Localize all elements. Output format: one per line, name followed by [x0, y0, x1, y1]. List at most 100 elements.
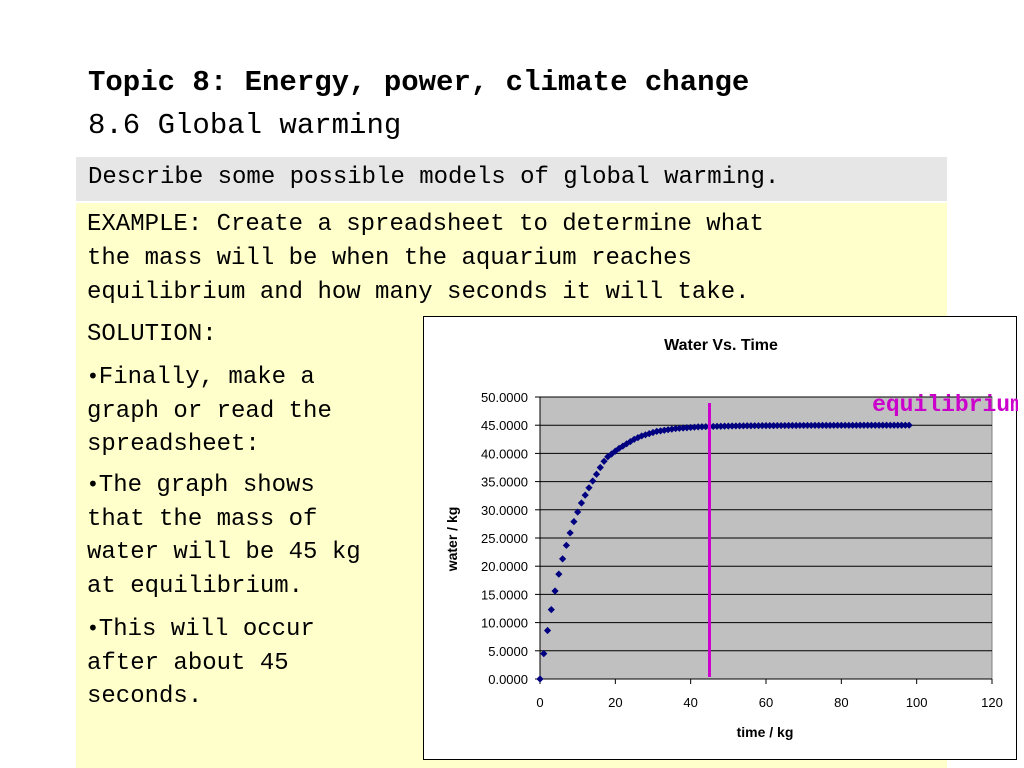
y-axis-label: water / kg	[444, 507, 460, 573]
data-point	[694, 423, 702, 431]
data-point	[679, 424, 687, 432]
data-point	[687, 423, 695, 432]
data-point	[849, 421, 857, 429]
data-point	[709, 422, 717, 431]
data-point	[762, 422, 770, 430]
data-point	[547, 606, 555, 614]
chart-container: Water Vs. Time time / kg water / kg 0.00…	[423, 316, 1018, 760]
data-point	[890, 421, 898, 429]
data-point	[882, 421, 891, 429]
chart-title: Water Vs. Time	[664, 337, 778, 354]
data-point	[796, 421, 804, 430]
x-axis-label: time / kg	[737, 724, 794, 740]
bullet-line: that the mass of	[87, 505, 318, 533]
bullet-item: •Finally, make a graph or read the sprea…	[87, 360, 422, 462]
bullet-line: seconds.	[87, 683, 203, 710]
data-point	[555, 570, 563, 578]
data-point	[792, 421, 800, 430]
bullet-line: spreadsheet:	[87, 431, 260, 458]
slide-title: Topic 8: Energy, power, climate change	[88, 66, 750, 99]
data-point	[766, 421, 774, 430]
example-line: the mass will be when the aquarium reach…	[87, 245, 692, 272]
data-point	[894, 421, 902, 429]
y-tick-label: 0.0000	[488, 672, 528, 687]
data-point	[736, 422, 744, 430]
bullet-line: at equilibrium.	[87, 572, 304, 600]
equilibrium-label: equilibrium	[872, 392, 1018, 418]
data-point	[811, 421, 819, 429]
data-point	[901, 421, 909, 429]
bullet-line: water will be 45 kg	[87, 539, 361, 566]
data-point	[543, 626, 552, 635]
data-point	[875, 421, 883, 429]
y-tick-label: 15.0000	[481, 587, 528, 602]
data-point	[860, 421, 868, 429]
y-tick-label: 25.0000	[481, 531, 528, 546]
data-point	[785, 421, 793, 430]
data-point	[871, 421, 879, 429]
data-point	[660, 426, 668, 434]
bullet-icon: •	[87, 472, 99, 496]
data-point	[540, 650, 548, 658]
example-line: EXAMPLE: Create a spreadsheet to determi…	[87, 211, 764, 238]
x-tick-label: 120	[981, 695, 1003, 710]
data-point	[702, 423, 710, 431]
data-point	[747, 422, 755, 430]
bullet-icon: •	[87, 616, 99, 640]
data-point	[818, 421, 827, 429]
data-point	[536, 675, 544, 683]
data-point	[732, 422, 740, 430]
y-tick-label: 20.0000	[481, 559, 528, 574]
data-point	[777, 421, 785, 430]
data-point	[822, 421, 830, 429]
bullet-item: •The graph shows that the mass of water …	[87, 468, 422, 603]
y-tick-label: 40.0000	[481, 446, 528, 461]
data-point	[781, 421, 789, 430]
data-point	[690, 423, 699, 431]
example-text: EXAMPLE: Create a spreadsheet to determi…	[87, 208, 937, 310]
data-point	[769, 421, 778, 430]
data-point	[886, 421, 894, 429]
data-point	[743, 422, 751, 430]
x-tick-label: 40	[683, 695, 697, 710]
y-tick-label: 30.0000	[481, 503, 528, 518]
solution-label: SOLUTION:	[87, 321, 217, 348]
data-point	[905, 421, 913, 429]
x-tick-label: 60	[759, 695, 773, 710]
bullet-line: This will occur	[98, 616, 315, 643]
data-point	[830, 421, 838, 429]
data-point	[683, 424, 691, 432]
data-point	[837, 421, 845, 429]
data-point	[758, 422, 766, 430]
data-point	[807, 421, 815, 430]
data-point	[841, 421, 849, 429]
data-point	[867, 421, 876, 429]
data-point	[852, 421, 860, 429]
data-point	[800, 421, 808, 430]
bullet-line: The graph shows	[98, 472, 315, 499]
data-point	[728, 422, 736, 430]
x-tick-label: 0	[536, 695, 543, 710]
y-tick-label: 45.0000	[481, 418, 528, 433]
y-tick-label: 50.0000	[481, 390, 528, 405]
water-vs-time-chart: Water Vs. Time time / kg water / kg 0.00…	[444, 337, 1018, 740]
data-point	[879, 421, 887, 429]
data-point	[675, 424, 683, 432]
data-point	[596, 463, 604, 472]
bullet-line: after about 45	[87, 649, 289, 677]
example-line: equilibrium and how many seconds it will…	[87, 279, 750, 306]
bullet-line: graph or read the	[87, 397, 332, 425]
data-point	[713, 422, 721, 430]
data-point	[826, 421, 834, 429]
data-point	[788, 421, 796, 430]
data-point	[815, 421, 823, 429]
data-point	[720, 422, 729, 430]
data-point	[592, 470, 601, 478]
y-tick-label: 10.0000	[481, 616, 528, 631]
data-point	[898, 421, 906, 429]
y-tick-label: 5.0000	[488, 644, 528, 659]
x-tick-label: 20	[608, 695, 622, 710]
data-point	[589, 477, 597, 485]
data-point	[856, 421, 864, 429]
data-point	[739, 422, 747, 430]
